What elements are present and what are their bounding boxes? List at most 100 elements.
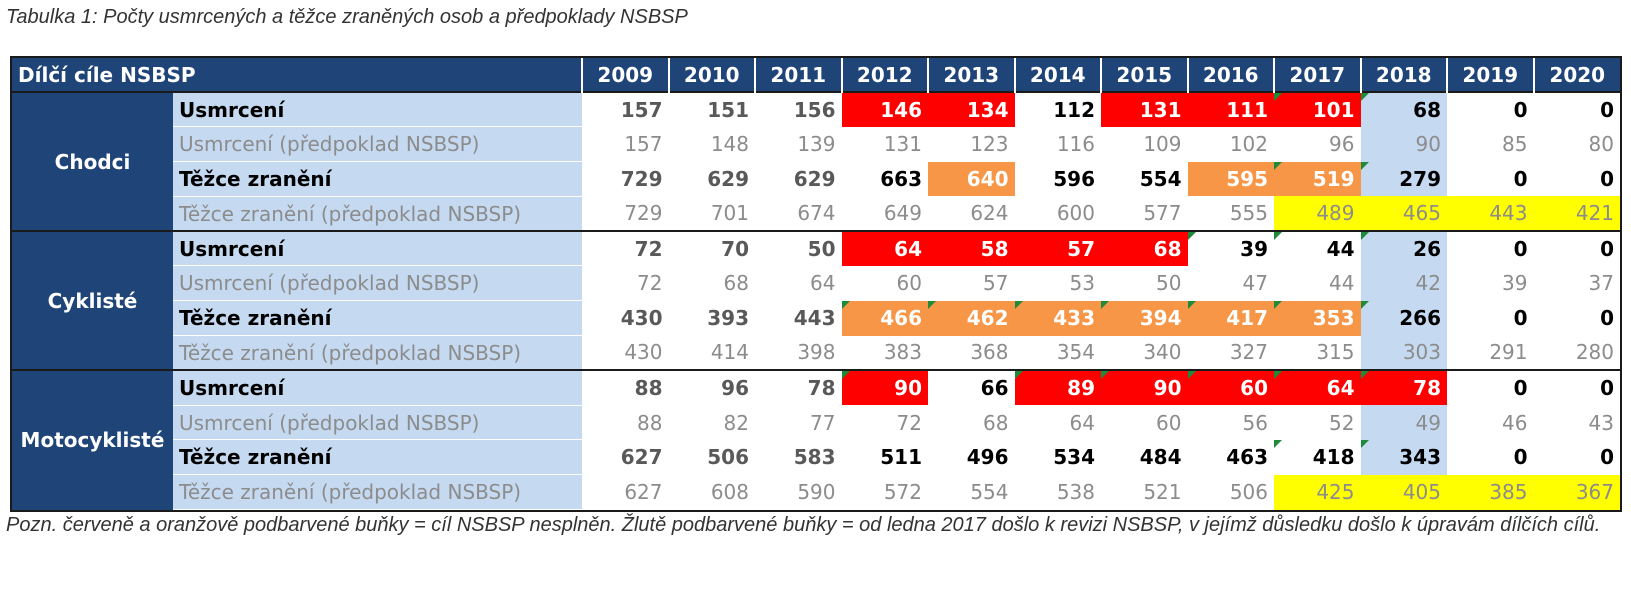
group-label: Chodci [12,90,173,232]
comment-flag-icon [1101,300,1109,309]
value-cell: 521 [1101,475,1188,510]
value-text: 0 [1513,166,1528,191]
value-cell: 0 [1447,369,1534,406]
value-text: 367 [1575,480,1614,505]
value-text: 156 [793,97,836,122]
value-text: 572 [883,480,922,505]
header-year-2010: 2010 [667,58,755,92]
value-text: 418 [1312,445,1355,470]
value-text: 101 [1312,97,1355,122]
value-text: 421 [1575,201,1614,226]
value-cell: 109 [1101,127,1188,162]
value-cell: 85 [1447,127,1534,162]
value-cell: 134 [928,91,1015,127]
value-cell: 343 [1360,439,1447,475]
table-row: Usmrcení (předpoklad NSBSP) 157 148 139 131 1… [12,126,1621,163]
value-text: 414 [710,340,749,365]
comment-flag-icon [1360,300,1369,309]
value-text: 56 [1242,410,1268,435]
value-text: 109 [1143,132,1182,157]
value-text: 462 [966,306,1009,331]
value-cell: 64 [841,230,928,266]
value-cell: 266 [1360,300,1447,336]
value-text: 64 [894,237,922,262]
value-cell: 72 [842,405,929,440]
value-text: 68 [1413,97,1441,122]
value-cell: 572 [842,475,929,510]
value-cell: 663 [842,162,929,197]
value-text: 405 [1402,480,1441,505]
comment-flag-icon [928,300,936,309]
value-cell: 156 [755,91,842,127]
value-text: 0 [1600,445,1614,470]
value-cell: 506 [669,440,756,475]
comment-flag-icon [1360,372,1369,380]
value-cell: 421 [1533,196,1620,232]
value-cell: 46 [1447,405,1534,440]
value-cell: 674 [755,196,842,231]
value-cell: 627 [582,475,669,510]
value-cell: 64 [1015,405,1102,440]
value-cell: 538 [1015,475,1102,510]
value-text: 315 [1316,340,1355,365]
value-text: 60 [1240,376,1268,401]
value-cell: 68 [669,266,756,301]
value-text: 72 [637,271,663,296]
value-cell: 554 [1101,162,1188,197]
value-cell: 624 [928,196,1015,231]
value-text: 430 [624,340,663,365]
value-text: 90 [1415,132,1441,157]
value-cell: 414 [669,336,756,371]
value-cell: 80 [1534,127,1621,162]
value-cell: 47 [1188,266,1275,301]
value-text: 627 [620,445,663,470]
value-cell: 49 [1360,405,1447,440]
value-cell: 72 [582,230,669,266]
comment-flag-icon [1101,372,1109,380]
value-cell: 157 [582,127,669,162]
value-cell: 394 [1101,300,1188,336]
value-text: 394 [1139,306,1182,331]
value-cell: 148 [669,127,756,162]
header-year-2013: 2013 [927,58,1015,92]
value-cell: 555 [1188,196,1275,231]
value-cell: 430 [582,336,669,371]
comment-flag-icon [1274,233,1282,241]
value-cell: 64 [1274,369,1361,406]
table-header-row: Dílčí cíle NSBSP 2009 2010 2011 2012 2013 201… [12,58,1620,92]
value-cell: 595 [1187,161,1274,197]
value-cell: 151 [668,91,755,127]
value-text: 385 [1489,480,1528,505]
value-text: 90 [894,376,922,401]
value-cell: 367 [1533,474,1620,510]
value-text: 674 [797,201,836,226]
value-cell: 89 [1014,369,1101,406]
row-label: Těžce zranění (předpoklad NSBSP) [173,335,582,371]
comment-flag-icon [1274,300,1282,309]
value-cell: 327 [1188,336,1275,371]
value-cell: 68 [928,405,1015,440]
value-cell: 66 [928,369,1015,406]
value-text: 303 [1402,340,1441,365]
value-cell: 701 [669,196,756,231]
value-cell: 50 [755,230,842,266]
value-text: 80 [1588,132,1614,157]
value-cell: 583 [755,440,842,475]
nsbsp-table: Dílčí cíle NSBSP 2009 2010 2011 2012 2013 201… [12,58,1621,511]
value-cell: 56 [1188,405,1275,440]
value-text: 466 [880,306,922,331]
value-cell: 465 [1360,196,1447,232]
table-row: Usmrcení (předpoklad NSBSP) 88 82 77 72 68 64 6… [12,405,1620,441]
value-cell: 0 [1534,440,1621,475]
value-text: 511 [880,445,922,470]
value-cell: 26 [1360,230,1447,266]
comment-flag-icon [1360,233,1369,241]
value-text: 554 [1139,166,1182,191]
value-text: 134 [966,97,1009,122]
value-cell: 0 [1533,91,1620,127]
comment-flag-icon [1360,93,1369,101]
value-text: 484 [1139,445,1182,470]
nsbsp-table-container: Dílčí cíle NSBSP 2009 2010 2011 2012 2013 201… [10,56,1622,512]
value-text: 111 [1226,97,1268,122]
value-cell: 511 [842,440,929,475]
